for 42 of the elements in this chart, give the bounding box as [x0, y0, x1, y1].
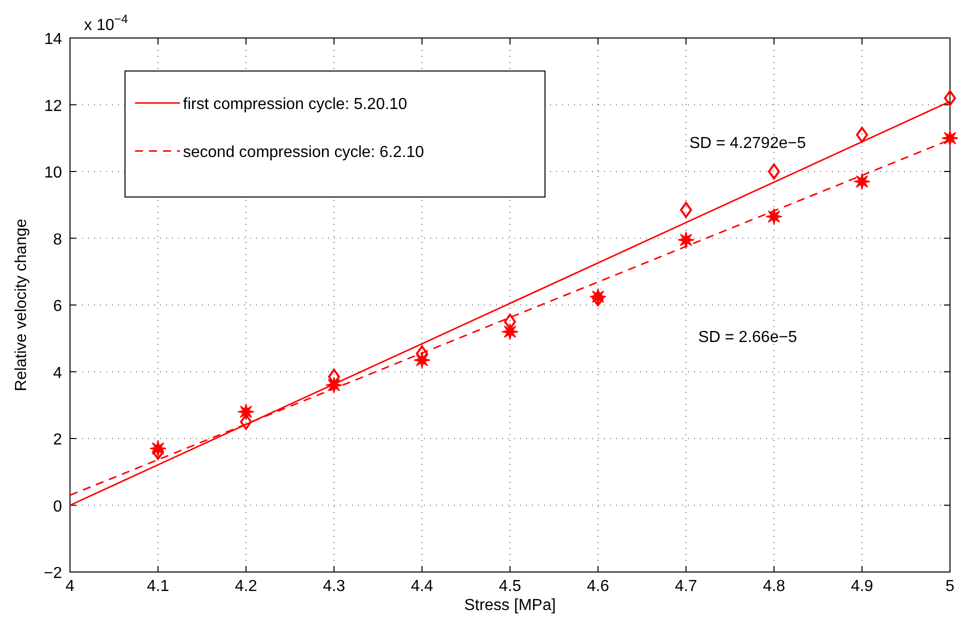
x-tick-label: 4.1 [146, 578, 170, 595]
point [768, 164, 780, 180]
point [678, 231, 694, 248]
y-tick-label: 14 [44, 31, 62, 48]
y-axis-title: Relative velocity change [13, 218, 30, 392]
x-tick-label: 4.2 [234, 578, 258, 595]
y-tick-label: 6 [53, 298, 62, 315]
point [238, 403, 254, 420]
y-tick-label: 4 [53, 364, 62, 382]
x-tick-label: 5 [946, 578, 955, 595]
x-tick-label: 4.6 [586, 578, 610, 595]
y-tick-label: 12 [44, 98, 62, 115]
legend-label: first compression cycle: 5.20.10 [183, 96, 408, 113]
y-tick-label: 10 [44, 164, 62, 182]
x-tick-label: 4.8 [762, 578, 786, 595]
text: x 10$^{−4}$ [84, 12, 128, 34]
x-tick-label: 4.7 [674, 578, 698, 595]
x-tick-label: 4.5 [498, 578, 522, 595]
point [944, 90, 956, 106]
point [414, 352, 430, 369]
point [942, 130, 958, 147]
point [854, 173, 870, 190]
y-tick-label: 2 [53, 432, 62, 448]
annotation: SD = 2.66e−5 [698, 328, 798, 346]
annotation: SD = 4.2792e−5 [689, 135, 806, 152]
y-tick-label: 8 [53, 231, 62, 248]
point [240, 414, 252, 430]
point [766, 208, 782, 226]
point [502, 323, 518, 340]
point [856, 126, 868, 143]
legend-label: second compression cycle: 6.2.10 [183, 144, 424, 161]
point [680, 202, 692, 218]
x-tick-label: 4.9 [850, 578, 874, 595]
point [504, 314, 516, 330]
y-tick-label: −2 [44, 565, 62, 582]
x-axis-title: Stress [MPa] [464, 597, 556, 614]
x-tick-label: 4.4 [410, 578, 434, 595]
point [326, 376, 342, 394]
point [150, 440, 166, 458]
y-tick-label: 0 [53, 498, 62, 516]
x-tick-label: 4.3 [322, 578, 346, 595]
x-tick-label: 4 [66, 578, 75, 595]
